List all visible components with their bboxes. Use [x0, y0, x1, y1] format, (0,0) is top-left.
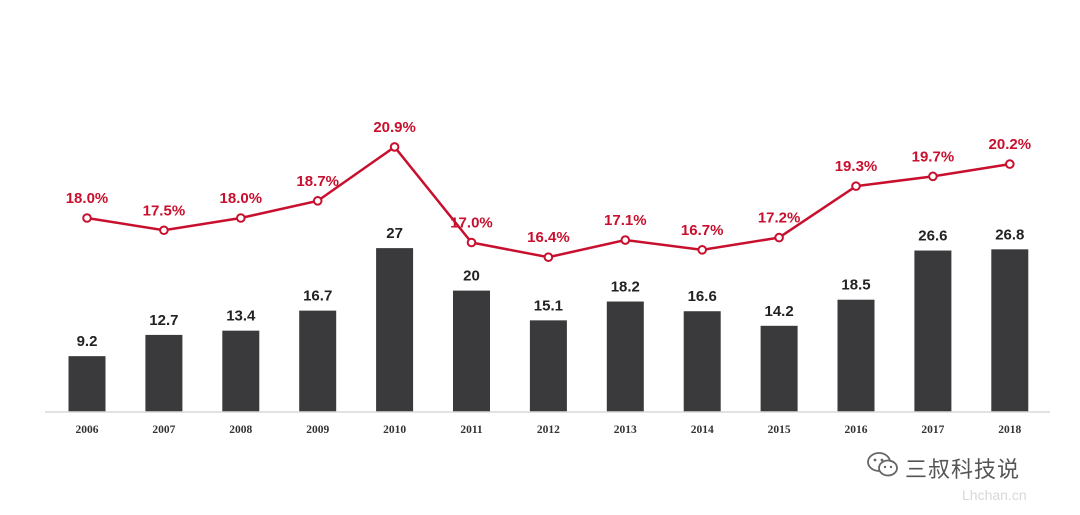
- bar-value-label-2009: 16.7: [303, 288, 332, 305]
- watermark-text: 三叔科技说: [905, 458, 1021, 483]
- x-tick-label-2009: 2009: [306, 424, 329, 436]
- bar-value-label-2015: 14.2: [764, 303, 793, 320]
- bar-2008: [222, 330, 260, 412]
- line-point-2016: [851, 181, 861, 191]
- line-point-2013: [620, 235, 631, 245]
- bar-2018: [991, 249, 1029, 412]
- line-value-label-2011: 17.0%: [450, 215, 493, 232]
- x-tick-label-2011: 2011: [460, 424, 483, 436]
- line-point-2009: [312, 196, 323, 206]
- bar-2016: [837, 299, 875, 412]
- bar-value-label-2017: 26.6: [918, 228, 947, 245]
- line-point-2018: [1005, 159, 1015, 169]
- x-tick-label-2008: 2008: [229, 424, 252, 436]
- x-tick-label-2010: 2010: [383, 424, 406, 436]
- bar-value-label-2016: 18.5: [841, 277, 870, 294]
- x-tick-label-2015: 2015: [768, 424, 791, 436]
- line-point-2008: [236, 213, 246, 223]
- bar-value-label-2011: 20: [463, 268, 480, 285]
- line-value-label-2018: 20.2%: [989, 136, 1032, 153]
- line-point-2014: [697, 245, 708, 255]
- x-tick-label-2017: 2017: [921, 424, 944, 436]
- bar-value-label-2008: 13.4: [226, 308, 256, 325]
- line-labels-layer: 18.0% 17.5% 18.0% 18.7% 20.9% 17.0% 16.4% 17.1%…: [66, 119, 1031, 246]
- line-value-label-2017: 19.7%: [912, 148, 955, 165]
- line-value-label-2006: 18.0%: [66, 190, 109, 207]
- line-value-label-2008: 18.0%: [220, 190, 263, 207]
- bar-2006: [68, 356, 106, 412]
- line-point-2007: [159, 225, 169, 236]
- bar-value-label-2014: 16.6: [688, 288, 717, 305]
- line-value-label-2013: 17.1%: [604, 212, 647, 229]
- bar-value-label-2018: 26.8: [995, 226, 1024, 243]
- line-value-label-2007: 17.5%: [143, 202, 186, 219]
- bar-2015: [760, 325, 798, 412]
- line-point-2015: [774, 232, 784, 243]
- x-tick-labels-layer: 2006 2007 2008 2009 2010 2011 2012 2013 2014 2015…: [76, 424, 1022, 436]
- bars-layer: [68, 248, 1029, 412]
- bar-2014: [683, 311, 721, 412]
- line-point-2011: [466, 237, 477, 248]
- bar-value-label-2013: 18.2: [611, 279, 640, 296]
- bar-value-label-2012: 15.1: [534, 297, 563, 314]
- x-tick-label-2013: 2013: [614, 424, 637, 436]
- line-value-label-2016: 19.3%: [835, 158, 878, 175]
- x-tick-label-2016: 2016: [845, 424, 868, 436]
- line-layer: [82, 142, 1015, 263]
- x-tick-label-2018: 2018: [998, 424, 1021, 436]
- bar-2012: [529, 320, 567, 412]
- line-value-label-2015: 17.2%: [758, 210, 801, 227]
- watermark-subtext: Lhchan.cn: [962, 487, 1027, 503]
- line-value-label-2009: 18.7%: [296, 173, 339, 190]
- bar-value-label-2006: 9.2: [77, 333, 98, 350]
- bar-2013: [606, 301, 644, 412]
- line-value-label-2010: 20.9%: [373, 119, 416, 136]
- line-value-label-2014: 16.7%: [681, 222, 724, 239]
- x-tick-label-2007: 2007: [152, 424, 175, 436]
- line-point-2006: [82, 213, 92, 223]
- bar-2009: [299, 310, 337, 412]
- line-point-2017: [928, 171, 938, 182]
- bar-value-label-2007: 12.7: [149, 312, 178, 329]
- bar-2017: [914, 250, 952, 412]
- x-tick-label-2006: 2006: [76, 424, 99, 436]
- bar-value-label-2010: 27: [386, 225, 403, 242]
- x-tick-label-2012: 2012: [537, 424, 560, 436]
- x-tick-label-2014: 2014: [691, 424, 714, 436]
- line-point-2010: [389, 142, 400, 152]
- wechat-icon: [867, 452, 898, 477]
- line-value-label-2012: 16.4%: [527, 229, 570, 246]
- bar-2010: [376, 248, 414, 412]
- bar-2011: [453, 290, 490, 412]
- bar-labels-layer: 9.2 12.7 13.4 16.7 27 20 15.1 18.2 16.6 14.2 18.5 2…: [77, 225, 1025, 350]
- bar-2007: [145, 334, 183, 412]
- line-point-2012: [543, 252, 554, 263]
